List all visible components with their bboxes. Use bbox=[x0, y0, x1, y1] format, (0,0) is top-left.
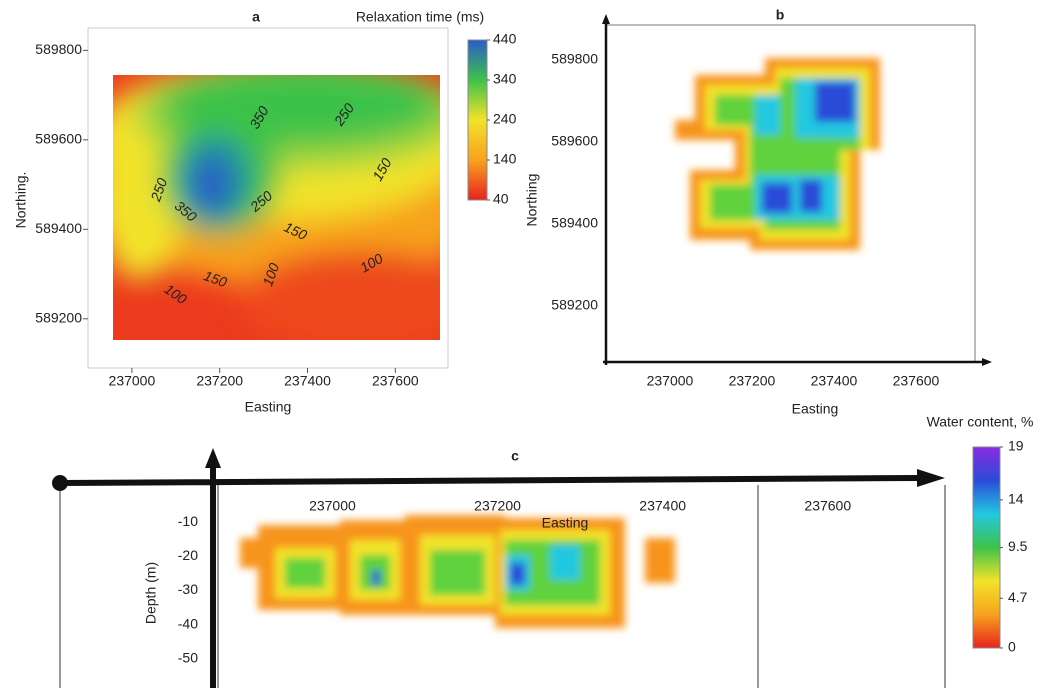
water-section bbox=[240, 515, 675, 628]
y-tick-label: 589200 bbox=[551, 297, 598, 313]
colorbar bbox=[973, 447, 1000, 648]
colorbar bbox=[468, 40, 487, 200]
y-axis-label: Depth (m) bbox=[143, 562, 159, 624]
colorbar-tick-label: 140 bbox=[493, 151, 517, 167]
y-tick-label: 589600 bbox=[551, 133, 598, 149]
x-tick-label: 237000 bbox=[109, 373, 156, 389]
y-tick-label: 589800 bbox=[551, 51, 598, 67]
panel-title: a bbox=[252, 9, 260, 25]
colorbar-tick-label: 19 bbox=[1008, 438, 1024, 454]
colorbar-tick-label: 14 bbox=[1008, 491, 1024, 507]
x-tick-label: 237400 bbox=[284, 373, 331, 389]
colorbar-title: Water content, % bbox=[927, 414, 1034, 430]
x-tick-label: 237200 bbox=[196, 373, 243, 389]
panel-title: b bbox=[776, 7, 785, 23]
y-tick-label: -50 bbox=[178, 649, 198, 665]
x-tick-label: 237400 bbox=[811, 373, 858, 389]
x-tick-label: 237400 bbox=[639, 498, 686, 514]
colorbar-tick-label: 9.5 bbox=[1008, 538, 1028, 554]
x-axis-label: Easting bbox=[542, 515, 589, 531]
relaxation-field bbox=[80, 60, 500, 350]
x-tick-label: 237600 bbox=[804, 498, 851, 514]
x-tick-label: 237200 bbox=[729, 373, 776, 389]
y-axis-label: Northing. bbox=[13, 172, 29, 229]
y-tick-label: 589800 bbox=[35, 41, 82, 57]
x-axis-label: Easting bbox=[792, 401, 839, 417]
y-tick-label: -20 bbox=[178, 547, 198, 563]
y-tick-label: 589200 bbox=[35, 309, 82, 325]
y-tick-label: -30 bbox=[178, 581, 198, 597]
x-axis-label: Easting bbox=[245, 399, 292, 415]
x-tick-label: 237600 bbox=[372, 373, 419, 389]
x-tick-label: 237600 bbox=[893, 373, 940, 389]
figure: a Easting Northing. 237000 237200 237400 23760… bbox=[0, 0, 1058, 688]
x-tick-label: 237200 bbox=[474, 498, 521, 514]
y-axis-label: Northing bbox=[524, 174, 540, 227]
colorbar-title: Relaxation time (ms) bbox=[356, 9, 484, 25]
colorbar-tick-label: 4.7 bbox=[1008, 589, 1028, 605]
colorbar-tick-label: 40 bbox=[493, 191, 509, 207]
colorbar-tick-label: 440 bbox=[493, 31, 517, 47]
y-tick-label: -40 bbox=[178, 615, 198, 631]
x-tick-label: 237000 bbox=[647, 373, 694, 389]
y-tick-label: 589600 bbox=[35, 131, 82, 147]
x-tick-label: 237000 bbox=[309, 498, 356, 514]
y-tick-label: -10 bbox=[178, 513, 198, 529]
colorbar-tick-label: 0 bbox=[1008, 639, 1016, 655]
axis-origin bbox=[52, 475, 68, 491]
colorbar-tick-label: 340 bbox=[493, 71, 517, 87]
colorbar-tick-label: 240 bbox=[493, 111, 517, 127]
y-tick-label: 589400 bbox=[35, 220, 82, 236]
water-map bbox=[675, 58, 880, 250]
y-tick-label: 589400 bbox=[551, 215, 598, 231]
panel-title: c bbox=[511, 448, 519, 464]
